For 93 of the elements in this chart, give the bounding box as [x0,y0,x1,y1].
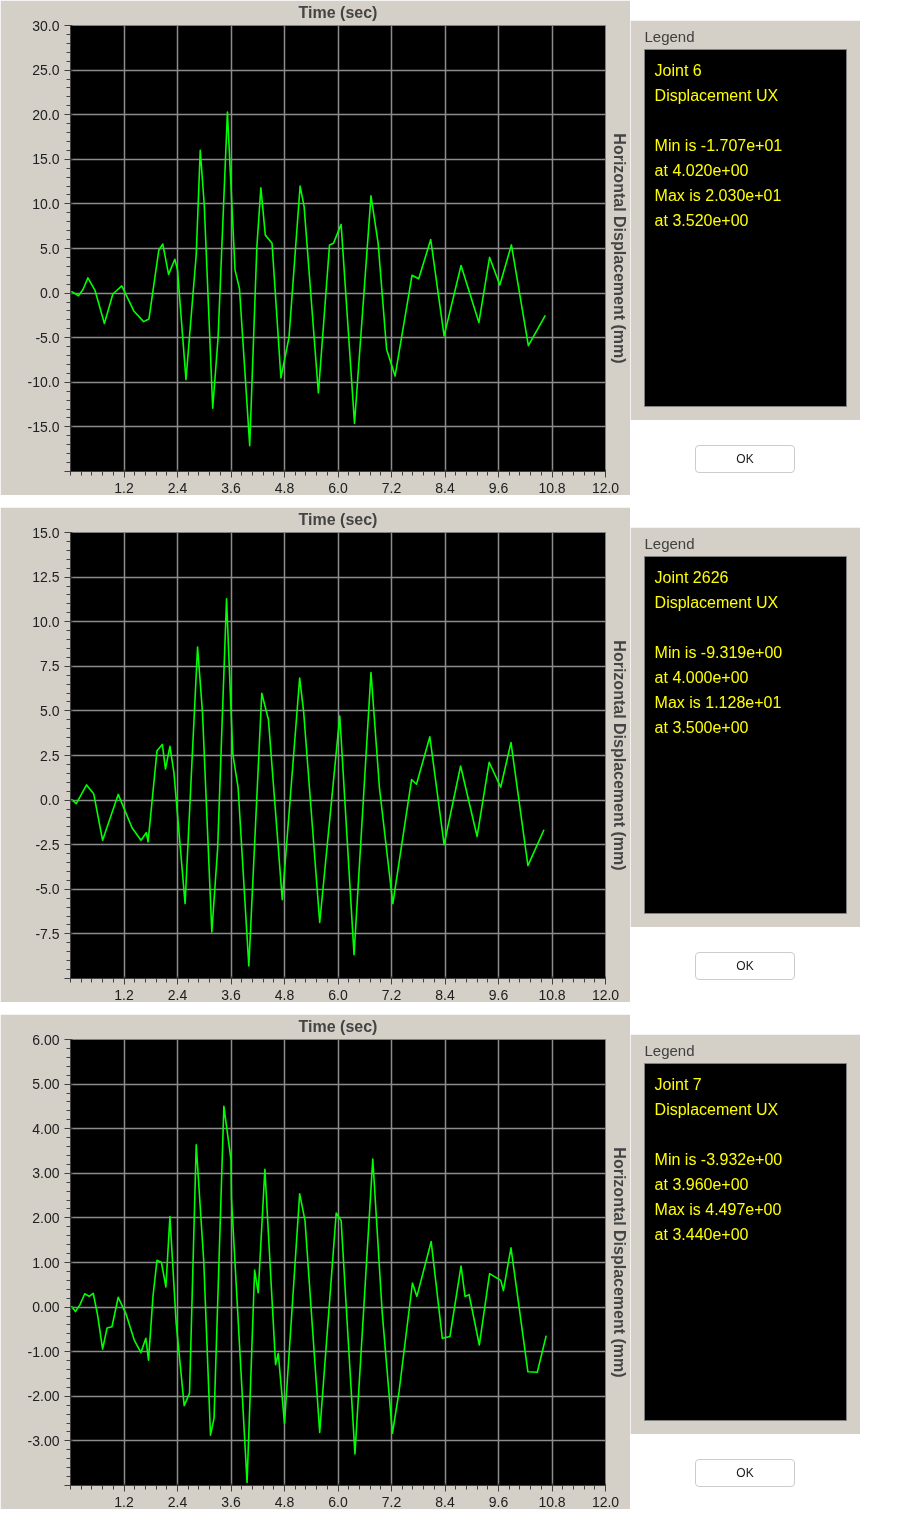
y-tick-label: 10.0 [32,195,60,212]
y-tick-label: 25.0 [32,62,60,79]
x-tick-label: 1.2 [114,986,134,1003]
y-tick-label: 5.00 [32,1076,60,1093]
y-tick-label: -7.5 [35,925,60,942]
x-tick-label: 3.6 [221,479,241,496]
text: Displacement UX [654,594,779,612]
y-tick-label: 12.5 [32,569,60,586]
x-tick-label: 6.0 [328,479,348,496]
y-tick-label: 20.0 [32,106,60,123]
y-tick-label: 2.5 [40,747,60,764]
x-tick-label: 8.4 [435,479,455,496]
x-tick-label: 9.6 [488,1493,509,1510]
x-tick-label: 9.6 [488,479,509,496]
x-tick-label: 3.6 [221,1493,241,1510]
y-tick-label: 15.0 [32,151,60,168]
text: Max is 4.497e+00 [654,1201,782,1219]
text: Max is 1.128e+01 [654,694,782,712]
text: Legend [644,534,695,552]
x-tick-label: 9.6 [488,986,509,1003]
x-tick-label: 6.0 [328,1493,348,1510]
y-tick-label: 0.0 [40,792,60,809]
y-tick-label: -15.0 [27,418,60,435]
x-tick-label: 4.8 [274,986,295,1003]
y-tick-label: 0.0 [40,285,60,302]
line-series [70,111,547,447]
text: Joint 2626 [654,569,729,587]
y-tick-label: 15.0 [32,524,60,541]
x-tick-label: 2.4 [167,1493,188,1510]
x-tick-label: 10.8 [538,1493,566,1510]
y-tick-label: 1.00 [32,1254,60,1271]
text: Displacement UX [654,1101,779,1119]
y-tick-label: -5.0 [35,329,60,346]
text: Joint 6 [654,62,702,80]
y-tick-label: 0.00 [32,1299,60,1316]
y-tick-label: 10.0 [32,613,60,630]
y-tick-label: -2.5 [35,836,60,853]
text: at 3.440e+00 [654,1226,749,1244]
x-axis-title: Time (sec) [298,1017,378,1035]
x-tick-label: 8.4 [435,986,455,1003]
text: Displacement UX [654,87,779,105]
x-tick-label: 7.2 [381,479,402,496]
x-tick-label: 10.8 [538,986,566,1003]
x-tick-label: 7.2 [381,986,402,1003]
line-series [70,598,545,967]
x-tick-label: 8.4 [435,1493,455,1510]
text: Min is -1.707e+01 [654,137,783,155]
x-tick-label: 12.0 [591,986,620,1003]
x-axis-title: Time (sec) [298,3,378,21]
text: at 3.520e+00 [654,212,749,230]
text: OK [695,445,795,473]
y-tick-label: 5.0 [40,702,60,719]
y-tick-label: -5.0 [35,881,60,898]
text: Legend [644,1041,695,1059]
text: Min is -3.932e+00 [654,1151,783,1169]
x-axis-title: Time (sec) [298,510,378,528]
x-tick-label: 4.8 [274,1493,295,1510]
y-tick-label: -3.00 [27,1432,60,1449]
text: at 3.960e+00 [654,1176,749,1194]
text: OK [695,1459,795,1487]
y-axis-title: Horizontal Displacement (mm) [610,1147,628,1378]
y-tick-label: -2.00 [27,1388,60,1405]
text: Max is 2.030e+01 [654,187,782,205]
y-tick-label: -1.00 [27,1343,60,1360]
text: at 4.000e+00 [654,669,749,687]
x-tick-label: 4.8 [274,479,295,496]
x-tick-label: 12.0 [591,479,620,496]
x-tick-label: 6.0 [328,986,348,1003]
y-tick-label: 6.00 [32,1031,60,1048]
x-tick-label: 1.2 [114,1493,134,1510]
y-tick-label: -10.0 [27,374,60,391]
text: Legend [644,27,695,45]
y-axis-title: Horizontal Displacement (mm) [610,133,628,364]
text: Min is -9.319e+00 [654,644,783,662]
x-tick-label: 7.2 [381,1493,402,1510]
text: at 3.500e+00 [654,719,749,737]
x-tick-label: 2.4 [167,479,188,496]
x-tick-label: 10.8 [538,479,566,496]
x-tick-label: 12.0 [591,1493,620,1510]
y-tick-label: 5.0 [40,240,60,257]
y-tick-label: 3.00 [32,1165,60,1182]
text: OK [695,952,795,980]
x-tick-label: 1.2 [114,479,134,496]
text: at 4.020e+00 [654,162,749,180]
y-tick-label: 2.00 [32,1209,60,1226]
x-tick-label: 3.6 [221,986,241,1003]
y-axis-title: Horizontal Displacement (mm) [610,640,628,871]
line-series [70,1105,547,1484]
y-tick-label: 7.5 [40,658,60,675]
y-tick-label: 30.0 [32,17,60,34]
text: Joint 7 [654,1076,702,1094]
y-tick-label: 4.00 [32,1120,60,1137]
x-tick-label: 2.4 [167,986,188,1003]
